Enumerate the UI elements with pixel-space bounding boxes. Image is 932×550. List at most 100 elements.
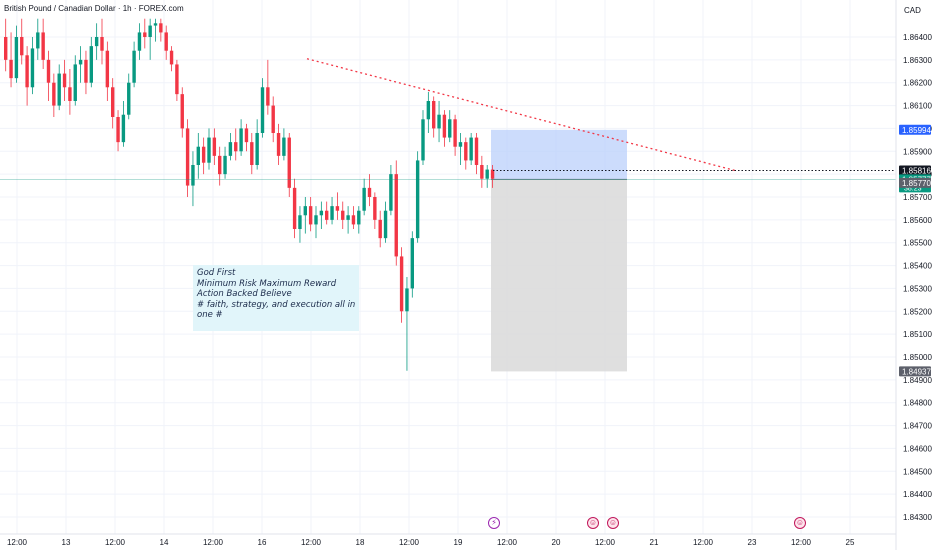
candle-body <box>41 32 45 60</box>
currency-label[interactable]: CAD <box>904 6 921 15</box>
price-tick-label: 1.84700 <box>903 422 932 431</box>
candle-body <box>490 169 495 179</box>
price-tag: 1.85994 <box>899 124 931 135</box>
event-face-icon[interactable]: ☺ <box>587 517 599 529</box>
candle-body <box>346 215 350 220</box>
time-tick-label: 12:00 <box>791 538 812 547</box>
candle-body <box>20 37 24 56</box>
candle-body <box>180 94 184 129</box>
price-tick-label: 1.84300 <box>903 513 932 522</box>
candle-body <box>287 137 291 188</box>
annotation-line: # faith, strategy, and execution all in <box>197 299 356 310</box>
candle-body <box>148 25 152 37</box>
candle-body <box>127 82 131 115</box>
event-face-icon[interactable]: ☺ <box>794 517 806 529</box>
candle-body <box>308 206 313 225</box>
flash-icon[interactable]: ⚡ <box>488 517 500 529</box>
time-tick-label: 16 <box>258 538 267 547</box>
chart-lines <box>0 58 896 180</box>
candle-body <box>415 160 420 239</box>
candle-body <box>234 142 238 152</box>
text-annotation[interactable]: God First Minimum Risk Maximum Reward Ac… <box>193 265 359 331</box>
candle-body <box>271 105 275 133</box>
price-tag-bg <box>899 124 931 135</box>
candle-body <box>132 50 136 83</box>
price-tag-bg <box>899 165 931 176</box>
candle-body <box>207 137 211 163</box>
time-axis: 12:00 13 12:00 14 12:00 16 12:00 18 12:00 19 12:00… <box>7 538 855 547</box>
annotation-line: one # <box>197 310 223 320</box>
candle-body <box>201 146 206 163</box>
time-tick-label: 12:00 <box>7 538 28 547</box>
stop-zone <box>491 179 627 372</box>
candle-body <box>212 137 217 156</box>
candle-body <box>325 210 329 220</box>
candle-body <box>421 119 425 161</box>
candle-body <box>351 215 356 225</box>
time-tick-label: 25 <box>846 538 855 547</box>
candle-body <box>480 165 484 179</box>
candle-body <box>191 165 195 186</box>
price-tick-label: 1.86300 <box>903 56 932 65</box>
candle-body <box>137 32 142 51</box>
candle-body <box>314 215 318 225</box>
symbol-title[interactable]: British Pound / Canadian Dollar · 1h · F… <box>4 4 184 13</box>
candle-body <box>36 32 40 49</box>
price-tag-label: 1.85994 <box>902 126 931 135</box>
time-tick-label: 12:00 <box>595 538 616 547</box>
candle-body <box>383 210 388 239</box>
price-tick-label: 1.84800 <box>903 399 932 408</box>
price-tick-label: 1.85700 <box>903 193 932 202</box>
candle-body <box>105 50 110 88</box>
time-tick-label: 12:00 <box>693 538 714 547</box>
candle-body <box>485 169 489 179</box>
candle-body <box>319 210 324 216</box>
price-tag: 1.85770 <box>899 177 931 188</box>
candle-body <box>30 48 35 88</box>
price-tick-label: 1.85900 <box>903 147 932 156</box>
candle-body <box>255 133 259 165</box>
candle-body <box>14 37 19 79</box>
candle-body <box>218 155 222 175</box>
time-tick-label: 12:00 <box>203 538 224 547</box>
price-tag-label: 1.84937 <box>902 367 931 376</box>
candle-body <box>250 142 254 165</box>
candle-body <box>159 23 163 33</box>
candle-body <box>373 197 377 220</box>
candle-body <box>9 59 13 79</box>
candle-body <box>73 64 77 101</box>
candle-body <box>367 187 372 197</box>
price-tag-bg <box>899 366 931 377</box>
candle-body <box>426 101 431 120</box>
candle-body <box>276 133 281 156</box>
candle-body <box>62 73 67 88</box>
time-tick-label: 19 <box>454 538 463 547</box>
time-tick-label: 20 <box>552 538 561 547</box>
candle-body <box>432 101 436 129</box>
candle-body <box>68 87 72 101</box>
candle-body <box>458 142 463 147</box>
time-tick-label: 12:00 <box>399 538 420 547</box>
event-face-icon[interactable]: ☺ <box>607 517 619 529</box>
candle-body <box>474 137 479 165</box>
candle-body <box>169 50 174 65</box>
candle-body <box>453 119 457 147</box>
price-tick-label: 1.85500 <box>903 239 932 248</box>
candle-body <box>164 32 168 51</box>
candle-body <box>362 187 366 211</box>
candle-body <box>335 206 340 211</box>
price-tag: 1.85816 <box>899 165 931 176</box>
price-tick-label: 1.85300 <box>903 284 932 293</box>
candle-body <box>143 32 147 37</box>
candle-body <box>260 87 265 133</box>
candle-body <box>394 174 398 257</box>
candle-body <box>448 119 452 138</box>
time-tick-label: 21 <box>650 538 659 547</box>
candle-body <box>185 128 190 186</box>
candle-body <box>410 238 414 289</box>
candle-body <box>399 256 404 312</box>
price-tick-label: 1.85100 <box>903 330 932 339</box>
candle-body <box>437 114 441 129</box>
candle-body <box>89 46 93 83</box>
